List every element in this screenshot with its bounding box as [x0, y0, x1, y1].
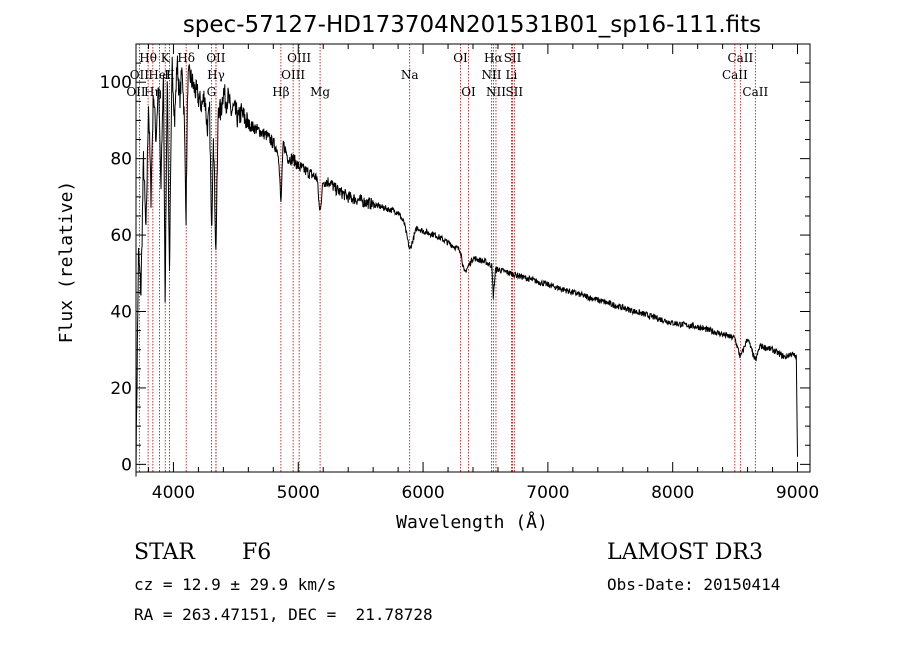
spectral-line-label: OI	[461, 85, 476, 99]
spectrum-line	[135, 55, 798, 477]
x-tick-label: 8000	[651, 483, 694, 503]
observation-date: Obs-Date: 20150414	[607, 575, 781, 594]
spectral-line-label: Hγ	[207, 68, 225, 82]
y-axis-label: Flux (relative)	[56, 181, 77, 344]
survey-name: LAMOST DR3	[607, 540, 763, 565]
x-tick-label: 5000	[277, 483, 320, 503]
redshift-cz: cz = 12.9 ± 29.9 km/s	[134, 575, 337, 594]
spectral-line-label: OIII	[287, 51, 311, 65]
spectral-line-label: Mg	[310, 85, 330, 99]
axis-ticks: 4000 5000 6000 7000 8000 9000 0 20 40 60 80 100	[100, 44, 819, 503]
spectral-line-label: SII	[504, 51, 522, 65]
x-tick-label: 7000	[526, 483, 569, 503]
spectral-line-label: H	[164, 68, 174, 82]
x-axis-label: Wavelength (Å)	[396, 511, 548, 533]
spectral-line-label: Hα	[484, 51, 503, 65]
spectral-line-label: OIII	[281, 68, 305, 82]
spectral-line-label: Hβ	[272, 85, 289, 99]
spectral-line-label: CaII	[742, 85, 768, 99]
x-tick-label: 6000	[401, 483, 444, 503]
x-tick-label: 9000	[776, 483, 819, 503]
x-tick-label: 4000	[152, 483, 195, 503]
spectral-line-label: Na	[401, 68, 419, 82]
spectral-line-label: Hη	[144, 85, 162, 99]
spectral-line-label: OI	[453, 51, 468, 65]
y-tick-label: 100	[100, 73, 132, 93]
spectral-line-label: OII	[130, 68, 150, 82]
spectral-line-label: HeI	[148, 68, 171, 82]
y-tick-label: 60	[110, 226, 132, 246]
y-tick-label: 80	[110, 150, 132, 170]
chart-title: spec-57127-HD173704N201531B01_sp16-111.f…	[183, 12, 761, 38]
spectral-line-label: Hθ	[139, 51, 157, 65]
coordinates: RA = 263.47151, DEC = 21.78728	[134, 605, 433, 624]
spectral-line-label: CaII	[727, 51, 753, 65]
y-tick-label: 40	[110, 303, 132, 323]
spectral-line-label: NII	[486, 85, 506, 99]
y-tick-label: 20	[110, 379, 132, 399]
spectral-line-label: SII	[505, 85, 523, 99]
spectral-line-label: CaII	[722, 68, 748, 82]
spectral-line-label: K	[161, 51, 171, 65]
spectral-line-label: Hδ	[177, 51, 195, 65]
object-class: STAR	[134, 540, 195, 565]
spectral-line-markers	[135, 44, 756, 472]
spectral-line-label: G	[207, 85, 217, 99]
spectral-line-label: OII	[206, 51, 226, 65]
spectral-line-label: NII	[481, 68, 501, 82]
object-subclass: F6	[242, 540, 272, 565]
y-tick-label: 0	[121, 455, 132, 475]
spectral-line-label: Li	[506, 68, 518, 82]
